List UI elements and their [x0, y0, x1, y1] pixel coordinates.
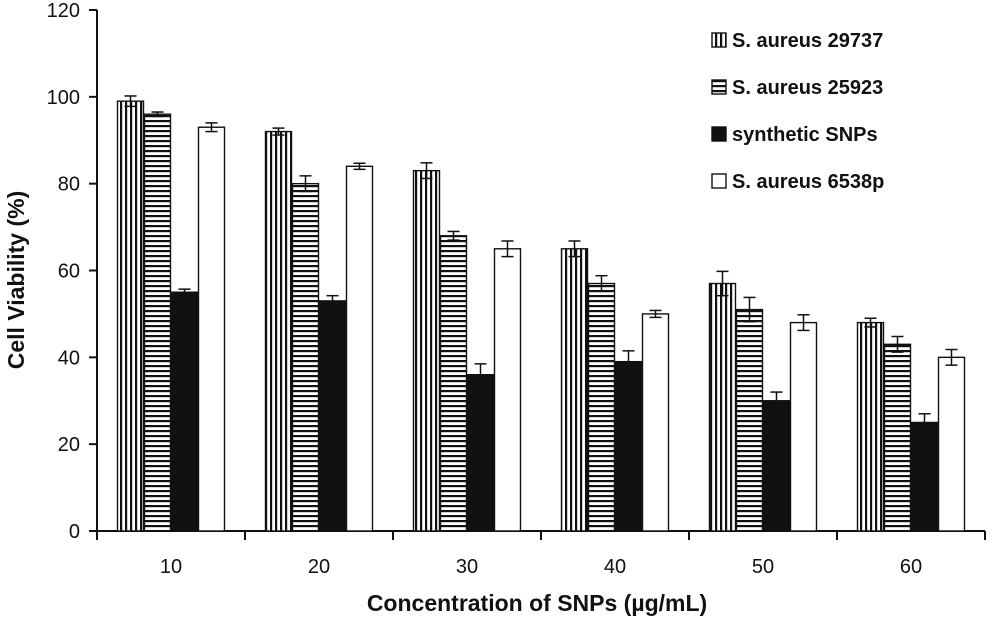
bar [641, 313, 670, 532]
legend-label: synthetic SNPs [732, 124, 878, 146]
legend-label: S. aureus 6538p [732, 171, 884, 193]
x-tick-label: 10 [160, 556, 182, 578]
bar [116, 100, 145, 532]
bar [493, 248, 522, 532]
x-tick-label: 20 [308, 556, 330, 578]
bar [466, 374, 495, 532]
bar [197, 126, 226, 532]
x-tick-label: 30 [456, 556, 478, 578]
bar [170, 291, 199, 532]
legend-swatch [711, 32, 727, 48]
y-tick-label: 60 [58, 261, 80, 283]
bar [614, 360, 643, 532]
x-tick-label: 40 [604, 556, 626, 578]
bar [708, 282, 737, 532]
bar [264, 130, 293, 532]
bar [856, 321, 885, 532]
bar [587, 282, 616, 532]
y-tick-label: 80 [58, 174, 80, 196]
bar [883, 343, 912, 532]
bar [789, 321, 818, 532]
legend: S. aureus 29737 S. aureus 25923 synthetic … [711, 30, 884, 193]
x-tick-label: 60 [900, 556, 922, 578]
y-tick-label: 20 [58, 434, 80, 456]
y-tick-label: 120 [47, 0, 80, 22]
legend-swatch [711, 173, 727, 189]
bar [937, 356, 966, 532]
bar [318, 300, 347, 532]
y-tick-label: 0 [69, 521, 80, 543]
bar [143, 113, 172, 532]
bar [560, 248, 589, 532]
y-tick-label: 40 [58, 347, 80, 369]
legend-swatch [711, 79, 727, 95]
legend-label: S. aureus 25923 [732, 77, 883, 99]
bar [735, 308, 764, 532]
y-axis-title: Cell Viability (%) [3, 191, 29, 370]
bar [291, 182, 320, 532]
bar [762, 400, 791, 532]
legend-label: S. aureus 29737 [732, 30, 883, 52]
y-tick-label: 100 [47, 87, 80, 109]
bar [412, 169, 441, 532]
legend-swatch [711, 126, 727, 142]
bar [345, 165, 374, 532]
x-tick-label: 50 [752, 556, 774, 578]
bar [439, 235, 468, 532]
bar [910, 421, 939, 532]
x-axis-title: Concentration of SNPs (µg/mL) [367, 590, 707, 616]
